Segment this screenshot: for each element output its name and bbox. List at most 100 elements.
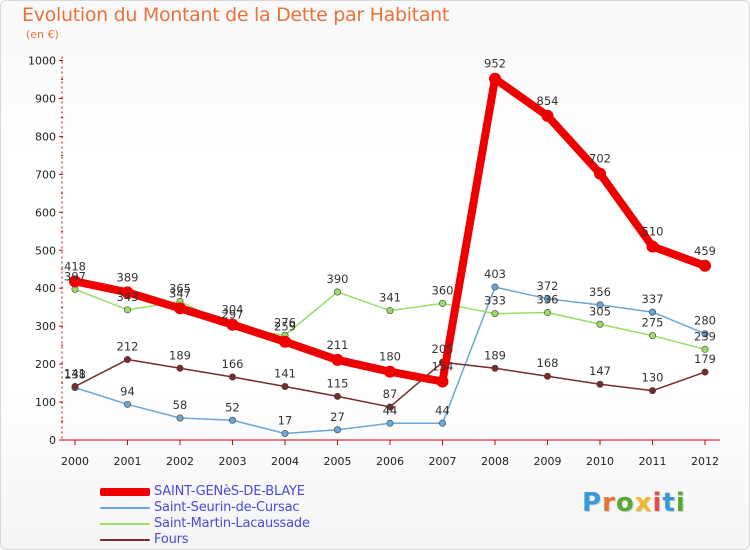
brand-logo: Proxiti (582, 488, 686, 518)
data-label: 212 (117, 340, 139, 354)
data-label: 154 (432, 360, 454, 374)
data-point (701, 368, 709, 376)
x-tick-label: 2006 (376, 455, 404, 468)
data-label: 44 (435, 403, 450, 417)
data-label: 305 (589, 304, 611, 318)
data-label: 337 (642, 292, 664, 306)
x-tick-label: 2009 (534, 455, 562, 468)
data-point (491, 283, 499, 291)
data-label: 189 (169, 348, 191, 362)
data-point (69, 275, 81, 288)
x-tick-label: 2010 (586, 455, 614, 468)
data-point (386, 307, 394, 315)
legend-label: SAINT-GENèS-DE-BLAYE (154, 484, 305, 499)
data-point (386, 419, 394, 427)
data-label: 403 (484, 267, 506, 281)
data-label: 211 (327, 338, 349, 352)
y-tick-label: 200 (35, 358, 56, 371)
y-tick-label: 1000 (28, 55, 56, 68)
data-label: 297 (222, 307, 244, 321)
data-point (438, 419, 446, 427)
data-label: 275 (642, 316, 664, 330)
legend-item: Saint-Seurin-de-Cursac (100, 500, 310, 516)
data-label: 397 (64, 269, 86, 283)
y-tick-label: 900 (35, 92, 56, 105)
data-point (333, 392, 341, 400)
data-point (543, 295, 551, 303)
series-line (71, 74, 709, 386)
data-label: 17 (278, 414, 293, 428)
data-point (648, 308, 656, 316)
data-point (491, 364, 499, 372)
data-point (333, 426, 341, 434)
data-label: 130 (642, 371, 664, 385)
data-point (176, 364, 184, 372)
y-tick-label: 700 (35, 168, 56, 181)
data-point (229, 373, 237, 381)
legend: SAINT-GENèS-DE-BLAYE Saint-Seurin-de-Curs… (100, 484, 310, 548)
legend-item: SAINT-GENèS-DE-BLAYE (100, 484, 310, 500)
data-point (596, 301, 604, 309)
data-point (279, 335, 291, 348)
data-label: 333 (484, 294, 506, 308)
legend-swatch (100, 487, 150, 496)
data-point (489, 72, 501, 85)
chart-subtitle: (en €) (26, 28, 59, 41)
line-chart: 0 100 200 300 400 500 600 700 800 900 1000 2000 2001… (28, 55, 720, 468)
data-point (701, 345, 709, 353)
data-point (436, 375, 449, 388)
data-label: 459 (694, 244, 716, 258)
data-label: 304 (222, 303, 244, 317)
legend-label: Saint-Seurin-de-Cursac (154, 500, 300, 515)
data-label: 44 (383, 403, 398, 417)
y-tick-label: 0 (49, 434, 56, 447)
data-point (333, 288, 341, 296)
x-tick-label: 2011 (639, 455, 667, 468)
data-label: 952 (484, 57, 506, 71)
data-point (699, 259, 711, 272)
x-tick-label: 2007 (429, 455, 457, 468)
data-point (384, 365, 396, 378)
data-point (124, 356, 132, 364)
data-point (701, 330, 709, 338)
x-tick-label: 2000 (61, 455, 89, 468)
y-tick-label: 500 (35, 244, 56, 257)
data-label: 189 (484, 348, 506, 362)
data-point (281, 430, 289, 438)
data-label: 854 (537, 94, 559, 108)
data-label: 365 (169, 281, 191, 295)
data-label: 147 (589, 364, 611, 378)
data-label: 168 (537, 356, 559, 370)
data-point (386, 403, 394, 411)
x-tick-label: 2003 (219, 455, 247, 468)
data-label: 343 (117, 290, 139, 304)
data-label: 27 (330, 410, 345, 424)
data-label: 52 (225, 400, 240, 414)
data-point (543, 308, 551, 316)
data-point (646, 240, 659, 253)
data-point (71, 382, 79, 390)
x-tick-label: 2001 (114, 455, 142, 468)
data-label: 702 (589, 152, 611, 166)
data-label: 259 (274, 320, 296, 334)
data-label: 115 (327, 376, 349, 390)
data-point (543, 372, 551, 380)
data-label: 510 (642, 224, 664, 238)
data-label: 418 (64, 259, 86, 273)
data-point (491, 310, 499, 318)
data-point (121, 286, 134, 299)
data-label: 205 (432, 342, 454, 356)
data-label: 356 (589, 285, 611, 299)
x-tick-label: 2012 (691, 455, 719, 468)
data-point (648, 387, 656, 395)
data-point (438, 299, 446, 307)
x-tick-label: 2005 (324, 455, 352, 468)
legend-label: Fours (154, 532, 189, 547)
data-point (176, 414, 184, 422)
y-tick-label: 800 (35, 130, 56, 143)
legend-label: Saint-Martin-Lacaussade (154, 516, 310, 531)
data-label: 390 (327, 272, 349, 286)
data-point (174, 302, 186, 315)
data-point (596, 380, 604, 388)
